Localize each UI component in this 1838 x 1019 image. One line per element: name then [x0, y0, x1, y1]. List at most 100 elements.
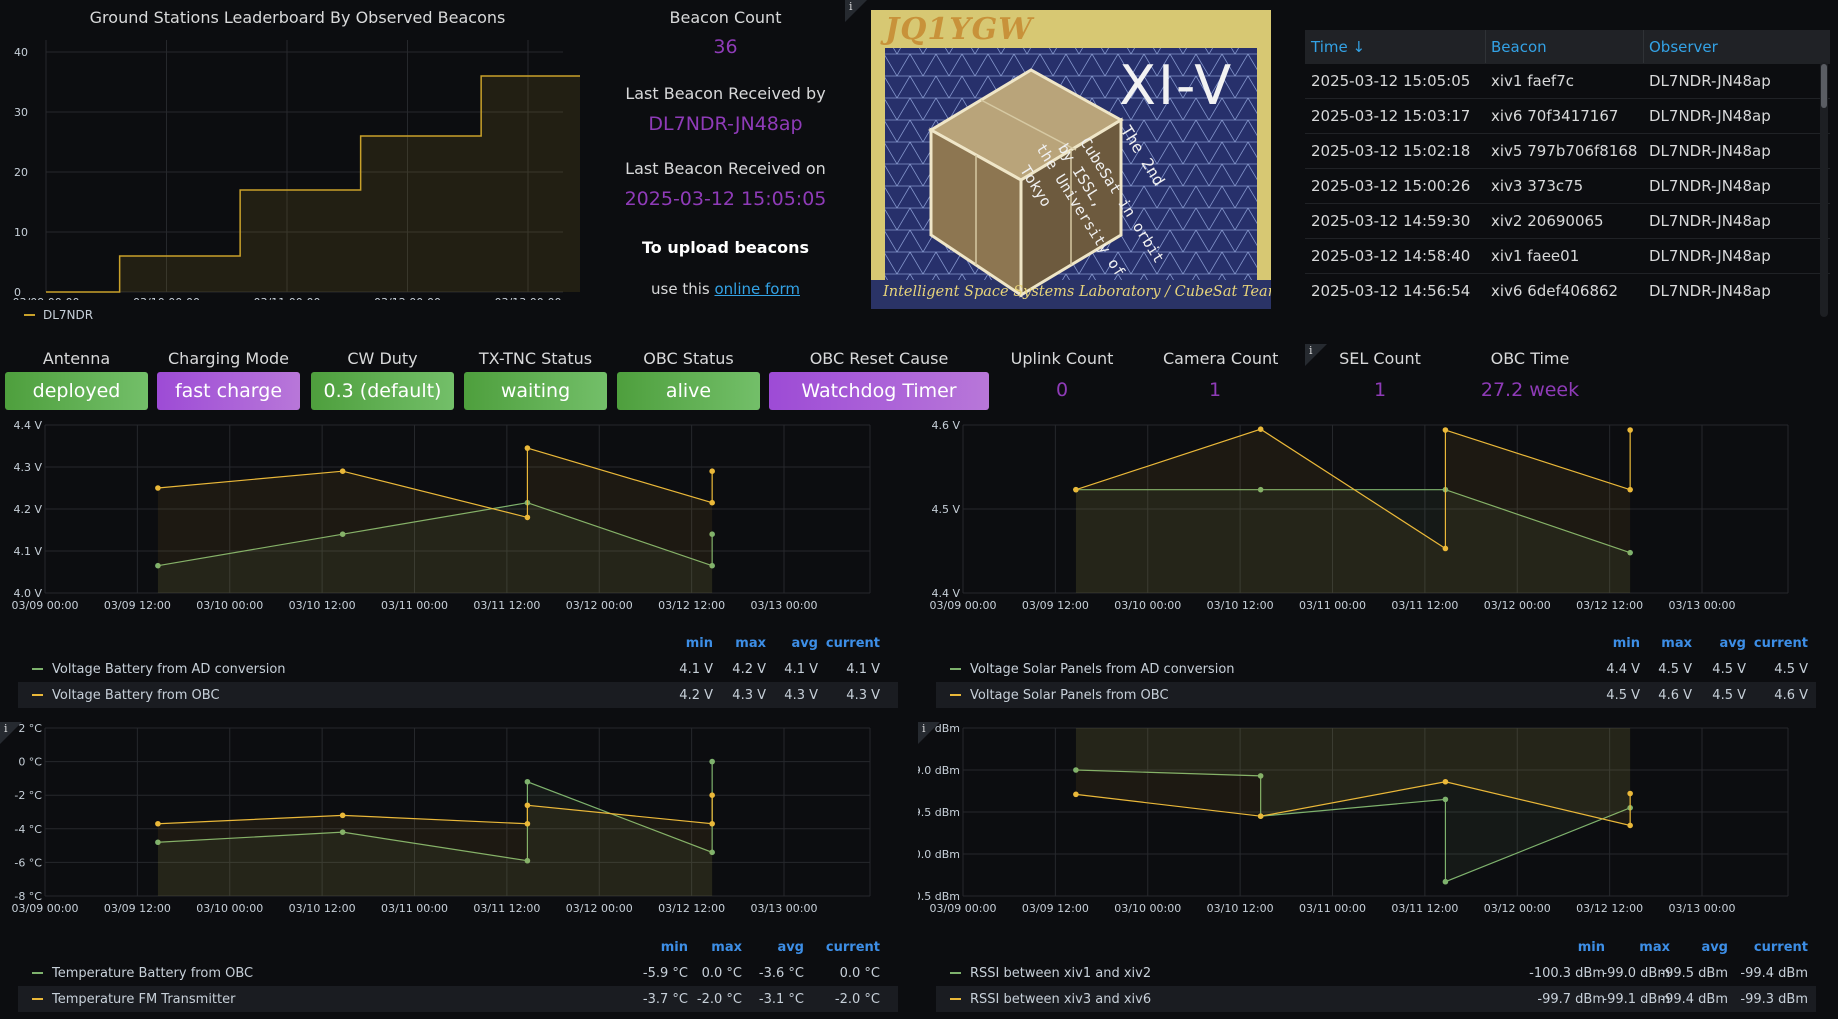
- data-point[interactable]: [1442, 796, 1449, 803]
- table-row[interactable]: 2025-03-12 14:58:40 xiv1 faee01 DL7NDR-JN4…: [1305, 238, 1830, 273]
- column-header-time[interactable]: Time ↓: [1311, 37, 1366, 56]
- data-point[interactable]: [1257, 426, 1264, 432]
- data-point[interactable]: [524, 857, 531, 864]
- data-point[interactable]: [339, 468, 346, 474]
- data-point[interactable]: [1257, 813, 1264, 819]
- legend-header-min[interactable]: min: [685, 636, 713, 651]
- data-point[interactable]: [709, 820, 715, 827]
- data-point[interactable]: [1442, 778, 1449, 785]
- solar-voltage-chart[interactable]: 03/09 00:00 03/09 12:00 03/10 00:00 03/10 1…: [918, 413, 1818, 628]
- data-point[interactable]: [155, 485, 161, 491]
- table-scroll-thumb[interactable]: [1821, 64, 1827, 108]
- legend-series-name[interactable]: Voltage Battery from OBC: [52, 687, 220, 703]
- data-point[interactable]: [339, 812, 346, 819]
- data-point[interactable]: [1627, 822, 1633, 829]
- data-point[interactable]: [1257, 773, 1264, 779]
- leaderboard-chart[interactable]: 03/09 00:00 03/10 00:00 03/11 00:00 03/12 0…: [0, 30, 580, 300]
- data-point[interactable]: [1257, 486, 1264, 493]
- data-point[interactable]: [524, 445, 531, 451]
- legend-series-name[interactable]: Voltage Solar Panels from AD conversion: [970, 661, 1235, 677]
- table-row[interactable]: 2025-03-12 14:59:30 xiv2 20690065 DL7NDR-J…: [1305, 203, 1830, 238]
- data-point[interactable]: [339, 829, 346, 835]
- data-point[interactable]: [155, 820, 161, 827]
- legend-series-name[interactable]: Temperature FM Transmitter: [52, 991, 236, 1007]
- data-point[interactable]: [709, 792, 715, 798]
- data-point[interactable]: [155, 562, 161, 569]
- data-point[interactable]: [155, 839, 161, 846]
- legend-header-max[interactable]: max: [735, 636, 766, 651]
- data-point[interactable]: [709, 562, 715, 569]
- legend-series-name[interactable]: RSSI between xiv3 and xiv6: [970, 991, 1152, 1007]
- legend-series-name[interactable]: Temperature Battery from OBC: [52, 965, 254, 981]
- legend-row[interactable]: Voltage Solar Panels from OBC 4.5 V 4.6 V 4…: [936, 682, 1816, 708]
- legend-header-min[interactable]: min: [1577, 940, 1605, 955]
- beacon-table[interactable]: Time ↓ Beacon Observer 2025-03-12 15:05:…: [1305, 30, 1830, 320]
- data-point[interactable]: [339, 531, 346, 537]
- data-point[interactable]: [1627, 549, 1633, 556]
- legend-header-current[interactable]: current: [825, 636, 880, 651]
- column-header-beacon[interactable]: Beacon: [1491, 37, 1547, 56]
- legend-row[interactable]: Temperature Battery from OBC -5.9 °C 0.0 °…: [18, 960, 898, 986]
- legend-header-avg[interactable]: avg: [1701, 940, 1728, 955]
- series-line[interactable]: [1075, 489, 1631, 554]
- data-point[interactable]: [524, 802, 531, 809]
- table-row[interactable]: 2025-03-12 15:05:05 xiv1 faef7c DL7NDR-JN4…: [1305, 63, 1830, 98]
- rssi-chart[interactable]: 03/09 00:00 03/09 12:00 03/10 00:00 03/10 1…: [918, 716, 1818, 931]
- data-point[interactable]: [1073, 767, 1079, 773]
- legend-row[interactable]: RSSI between xiv3 and xiv6 -99.7 dBm -99.1…: [936, 986, 1816, 1012]
- legend-header-min[interactable]: min: [1612, 636, 1640, 651]
- series-line[interactable]: [157, 795, 713, 825]
- temperature-chart[interactable]: 03/09 00:00 03/09 12:00 03/10 00:00 03/10 1…: [0, 716, 900, 931]
- panel-info-icon[interactable]: i: [845, 0, 867, 22]
- data-point[interactable]: [524, 778, 531, 785]
- series-line[interactable]: [1075, 769, 1631, 883]
- table-row[interactable]: 2025-03-12 14:56:54 xiv6 6def406862 DL7NDR…: [1305, 273, 1830, 308]
- table-scrollbar[interactable]: [1820, 62, 1828, 317]
- data-point[interactable]: [709, 849, 715, 856]
- series-line[interactable]: [157, 447, 713, 519]
- table-row[interactable]: 2025-03-12 15:03:17 xiv6 70f3417167 DL7NDR…: [1305, 98, 1830, 133]
- data-point[interactable]: [1442, 545, 1449, 552]
- legend-header-avg[interactable]: avg: [1719, 636, 1746, 651]
- data-point[interactable]: [1442, 878, 1449, 885]
- panel-info-icon[interactable]: i: [0, 722, 22, 744]
- data-point[interactable]: [709, 468, 715, 474]
- online-form-link[interactable]: online form: [714, 280, 800, 298]
- battery-voltage-chart[interactable]: 03/09 00:00 03/09 12:00 03/10 00:00 03/10 1…: [0, 413, 900, 628]
- legend-header-max[interactable]: max: [1661, 636, 1692, 651]
- legend-row[interactable]: Voltage Battery from AD conversion 4.1 V 4…: [18, 656, 898, 682]
- data-point[interactable]: [1627, 790, 1633, 797]
- series-line[interactable]: [1075, 428, 1631, 550]
- data-point[interactable]: [709, 758, 715, 765]
- legend-header-min[interactable]: min: [660, 940, 688, 955]
- data-point[interactable]: [709, 499, 715, 506]
- legend-series-name[interactable]: RSSI between xiv1 and xiv2: [970, 965, 1152, 981]
- data-point[interactable]: [709, 531, 715, 537]
- table-row[interactable]: 2025-03-12 15:02:18 xiv5 797b706f8168 DL7N…: [1305, 133, 1830, 168]
- data-point[interactable]: [1627, 486, 1633, 493]
- legend-header-current[interactable]: current: [1753, 636, 1808, 651]
- column-header-observer[interactable]: Observer: [1649, 37, 1718, 56]
- legend-row[interactable]: RSSI between xiv1 and xiv2 -100.3 dBm -99.…: [936, 960, 1816, 986]
- legend-header-current[interactable]: current: [825, 940, 880, 955]
- data-point[interactable]: [1073, 486, 1079, 493]
- data-point[interactable]: [1442, 427, 1449, 433]
- data-point[interactable]: [524, 514, 531, 521]
- panel-info-icon[interactable]: i: [1305, 344, 1327, 366]
- data-point[interactable]: [524, 820, 531, 827]
- legend-row[interactable]: Voltage Solar Panels from AD conversion 4…: [936, 656, 1816, 682]
- series-line-dl7ndr[interactable]: [46, 75, 580, 293]
- legend-header-avg[interactable]: avg: [791, 636, 818, 651]
- data-point[interactable]: [1627, 427, 1633, 433]
- legend-series-name[interactable]: Voltage Battery from AD conversion: [52, 661, 286, 677]
- legend-row[interactable]: Temperature FM Transmitter -3.7 °C -2.0 °C…: [18, 986, 898, 1012]
- legend-header-avg[interactable]: avg: [777, 940, 804, 955]
- legend-row[interactable]: Voltage Battery from OBC 4.2 V 4.3 V 4.3 V 4…: [18, 682, 898, 708]
- legend-header-max[interactable]: max: [1639, 940, 1670, 955]
- legend-series-name[interactable]: Voltage Solar Panels from OBC: [970, 687, 1169, 703]
- legend-header-max[interactable]: max: [711, 940, 742, 955]
- data-point[interactable]: [1073, 791, 1079, 798]
- table-row[interactable]: 2025-03-12 15:00:26 xiv3 373c75 DL7NDR-JN4…: [1305, 168, 1830, 203]
- leaderboard-legend[interactable]: DL7NDR: [24, 308, 93, 322]
- panel-info-icon[interactable]: i: [918, 722, 940, 744]
